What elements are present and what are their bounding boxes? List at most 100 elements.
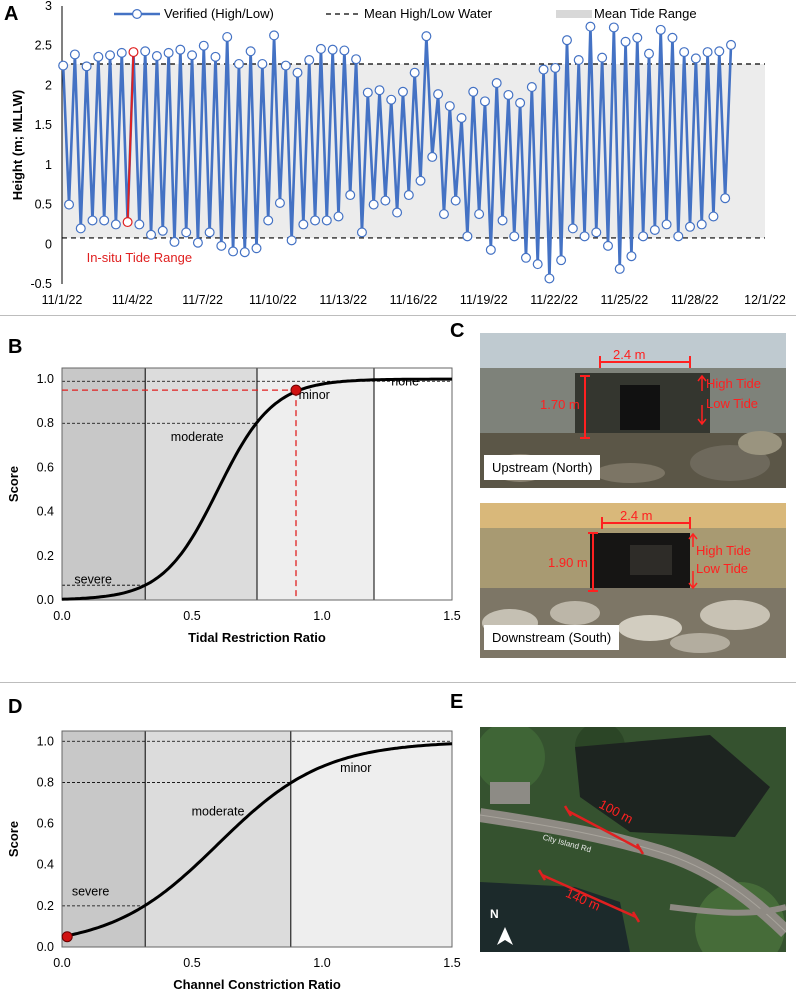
data-point bbox=[497, 215, 508, 226]
data-point bbox=[75, 223, 86, 234]
x-tick-label: 11/1/22 bbox=[42, 293, 83, 307]
y-tick-label: 0.5 bbox=[35, 198, 52, 212]
y-tick-label: 0.8 bbox=[37, 416, 54, 430]
panel-label-d: D bbox=[8, 696, 22, 718]
data-point bbox=[397, 86, 408, 97]
data-point bbox=[298, 219, 309, 230]
y-tick-label: 1.0 bbox=[37, 372, 54, 386]
legend-range-label: Mean Tide Range bbox=[594, 6, 697, 21]
data-point bbox=[474, 209, 485, 220]
data-point bbox=[515, 97, 526, 108]
data-point bbox=[169, 236, 180, 247]
data-point bbox=[632, 32, 643, 43]
data-point bbox=[573, 55, 584, 66]
x-tick-label: 11/16/22 bbox=[390, 293, 438, 307]
x-tick-label: 1.0 bbox=[313, 956, 330, 970]
data-point bbox=[444, 101, 455, 112]
y-tick-label: 0.4 bbox=[37, 505, 54, 519]
tide-plot-area: -0.5 0 0.5 1 1.5 2 2.5 3 Height (m; MLLW) 11/1/22… bbox=[10, 0, 786, 307]
x-tick-label: 12/1/22 bbox=[744, 293, 786, 307]
data-point bbox=[591, 227, 602, 238]
north-arrow-icon bbox=[497, 927, 513, 945]
data-point bbox=[644, 48, 655, 59]
zone-minor bbox=[257, 368, 374, 600]
data-point bbox=[116, 47, 127, 58]
downstream-height-label: 1.90 m bbox=[548, 555, 588, 570]
data-point bbox=[679, 47, 690, 58]
data-point bbox=[339, 45, 350, 56]
data-point bbox=[585, 21, 596, 32]
x-tick-label: 1.5 bbox=[443, 609, 460, 623]
data-point bbox=[198, 40, 209, 51]
y-tick-label: -0.5 bbox=[30, 277, 52, 291]
data-point bbox=[362, 87, 373, 98]
data-point bbox=[64, 199, 75, 210]
data-point bbox=[550, 62, 561, 73]
data-point bbox=[351, 54, 362, 65]
legend-range-swatch bbox=[556, 10, 592, 18]
data-point bbox=[655, 24, 666, 35]
zone-label: moderate bbox=[192, 804, 245, 818]
data-point bbox=[702, 47, 713, 58]
data-point bbox=[561, 35, 572, 46]
data-point bbox=[315, 43, 326, 54]
x-tick-label: 1.0 bbox=[313, 609, 330, 623]
panel-label-e: E bbox=[450, 691, 463, 713]
data-point bbox=[286, 235, 297, 246]
x-tick-label: 11/4/22 bbox=[112, 293, 153, 307]
data-point bbox=[204, 227, 215, 238]
y-tick-label: 0 bbox=[45, 237, 52, 251]
data-point bbox=[620, 36, 631, 47]
zone-moderate bbox=[145, 368, 257, 600]
score-curve bbox=[61, 742, 453, 939]
zone-label: severe bbox=[72, 885, 110, 899]
panel-label-e-wrap: E bbox=[450, 691, 463, 713]
x-tick-label: 11/10/22 bbox=[249, 293, 297, 307]
data-point bbox=[485, 244, 496, 255]
data-point bbox=[450, 195, 461, 206]
data-point bbox=[509, 231, 520, 242]
data-point bbox=[274, 197, 285, 208]
data-point bbox=[374, 85, 385, 96]
divider-a bbox=[0, 315, 796, 316]
y-tick-label: 1.5 bbox=[35, 118, 52, 132]
data-point bbox=[134, 219, 145, 230]
data-point bbox=[233, 58, 244, 69]
y-tick-label: 3 bbox=[45, 0, 52, 13]
tidal-restriction-plot: severe moderate minor none 0.0 0.2 0.4 0.6 0.8 1.… bbox=[6, 367, 461, 645]
channel-constriction-plot: severe moderate minor 0.0 0.2 0.4 0.6 0.8 1.0 0.0… bbox=[6, 730, 461, 992]
zone-label: moderate bbox=[171, 430, 224, 444]
zone-label: minor bbox=[340, 761, 371, 775]
data-point bbox=[421, 31, 432, 42]
data-point bbox=[403, 190, 414, 201]
tidal-restriction-chart: B severe moderate minor none 0.0 0.2 0.4 0.6 0.8… bbox=[6, 336, 461, 645]
plot-frame bbox=[61, 367, 453, 601]
data-point bbox=[251, 243, 262, 254]
upstream-caption: Upstream (North) bbox=[484, 455, 601, 480]
x-tick-label: 11/7/22 bbox=[182, 293, 223, 307]
data-point bbox=[187, 50, 198, 61]
data-point bbox=[333, 211, 344, 222]
y-tick-label: 0.0 bbox=[37, 940, 54, 954]
data-point bbox=[87, 215, 98, 226]
data-point bbox=[386, 94, 397, 105]
in-situ-annotation: In-situ Tide Range bbox=[87, 250, 193, 265]
data-point bbox=[468, 86, 479, 97]
legend-verified-marker bbox=[132, 9, 143, 20]
data-point bbox=[597, 52, 608, 63]
y-tick-label: 0.6 bbox=[37, 460, 54, 474]
data-point bbox=[690, 53, 701, 64]
data-point bbox=[210, 51, 221, 62]
plot-frame bbox=[61, 730, 453, 948]
in-situ-range-segment bbox=[126, 52, 135, 223]
data-point bbox=[192, 237, 203, 248]
data-point bbox=[409, 67, 420, 78]
site-marker bbox=[61, 931, 73, 943]
aerial-photo: 100 m 140 m City Island Rd N bbox=[480, 727, 786, 952]
y-tick-label: 1.0 bbox=[37, 734, 54, 748]
data-point bbox=[491, 78, 502, 89]
data-point bbox=[58, 60, 69, 71]
data-point bbox=[614, 263, 625, 274]
data-point bbox=[269, 30, 280, 41]
data-point bbox=[216, 240, 227, 251]
